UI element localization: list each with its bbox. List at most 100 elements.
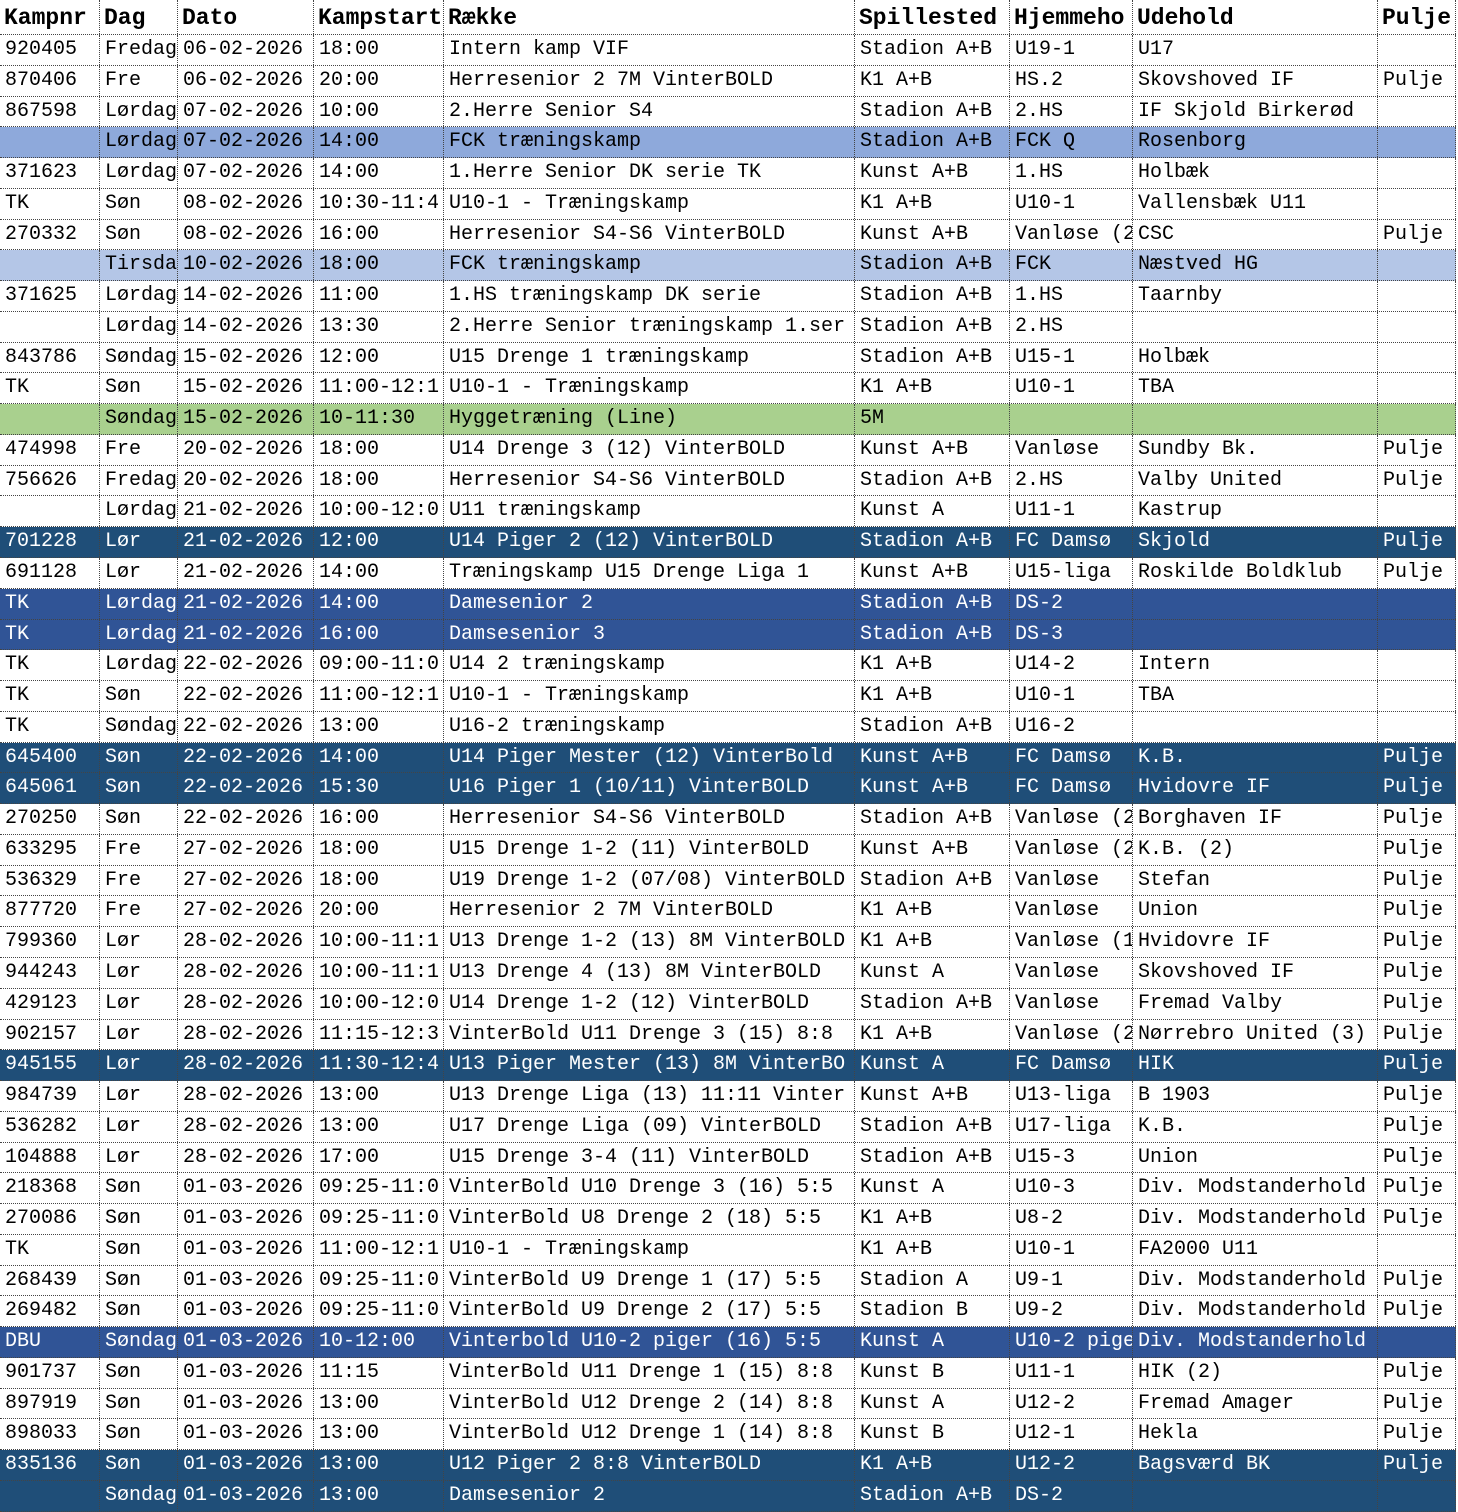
cell-hjemmehold[interactable]: Vanløse (2 [1010, 834, 1133, 865]
cell-dato[interactable]: 01-03-2026 [178, 1450, 314, 1480]
cell-udehold[interactable]: Holbæk [1133, 158, 1378, 188]
cell-udehold[interactable]: Union [1133, 896, 1378, 927]
cell-dato[interactable]: 28-02-2026 [178, 1050, 314, 1081]
cell-kampnr[interactable]: 270250 [0, 804, 100, 834]
cell-kampstart[interactable]: 13:30 [314, 311, 444, 342]
cell-dato[interactable]: 28-02-2026 [178, 957, 314, 988]
cell-dato[interactable]: 22-02-2026 [178, 742, 314, 773]
cell-raekke[interactable]: VinterBold U12 Drenge 1 (14) 8:8 [444, 1419, 855, 1450]
cell-dato[interactable]: 21-02-2026 [178, 496, 314, 527]
cell-pulje[interactable]: Pulje [1378, 434, 1456, 465]
cell-kampstart[interactable]: 18:00 [314, 834, 444, 865]
cell-spillested[interactable]: Kunst A+B [855, 742, 1010, 773]
cell-hjemmehold[interactable]: U15-3 [1010, 1142, 1133, 1173]
cell-raekke[interactable]: Herresenior 2 7M VinterBOLD [444, 896, 855, 927]
cell-pulje[interactable] [1378, 127, 1456, 158]
cell-pulje[interactable] [1378, 281, 1456, 311]
cell-pulje[interactable]: Pulje [1378, 219, 1456, 250]
cell-dag[interactable]: Lør [100, 1142, 178, 1173]
cell-pulje[interactable]: Pulje [1378, 1388, 1456, 1419]
cell-udehold[interactable]: Union [1133, 1142, 1378, 1173]
cell-pulje[interactable]: Pulje [1378, 1142, 1456, 1173]
cell-spillested[interactable]: Stadion A+B [855, 311, 1010, 342]
cell-raekke[interactable]: U19 Drenge 1-2 (07/08) VinterBOLD [444, 865, 855, 896]
cell-pulje[interactable]: Pulje [1378, 1296, 1456, 1327]
cell-pulje[interactable]: Pulje [1378, 1173, 1456, 1204]
cell-spillested[interactable]: K1 A+B [855, 1450, 1010, 1480]
cell-hjemmehold[interactable]: U12-2 [1010, 1450, 1133, 1480]
cell-hjemmehold[interactable]: Vanløse [1010, 957, 1133, 988]
cell-kampnr[interactable]: 756626 [0, 465, 100, 496]
cell-udehold[interactable]: HIK (2) [1133, 1357, 1378, 1388]
cell-spillested[interactable]: Stadion A+B [855, 588, 1010, 619]
cell-kampstart[interactable]: 10-11:30 [314, 404, 444, 434]
column-header-spillested[interactable]: Spillested [855, 0, 1010, 34]
cell-dag[interactable]: Lørdag [100, 619, 178, 650]
cell-spillested[interactable]: K1 A+B [855, 681, 1010, 711]
cell-udehold[interactable]: B 1903 [1133, 1081, 1378, 1111]
cell-raekke[interactable]: 2.Herre Senior træningskamp 1.ser [444, 311, 855, 342]
cell-dag[interactable]: Søn [100, 1234, 178, 1265]
cell-hjemmehold[interactable]: U12-2 [1010, 1388, 1133, 1419]
cell-kampstart[interactable]: 14:00 [314, 742, 444, 773]
cell-raekke[interactable]: 2.Herre Senior S4 [444, 96, 855, 127]
cell-udehold[interactable] [1133, 588, 1378, 619]
cell-dato[interactable]: 28-02-2026 [178, 1019, 314, 1050]
cell-dato[interactable]: 06-02-2026 [178, 65, 314, 96]
cell-kampstart[interactable]: 18:00 [314, 250, 444, 281]
cell-kampnr[interactable]: 104888 [0, 1142, 100, 1173]
cell-pulje[interactable]: Pulje [1378, 896, 1456, 927]
cell-raekke[interactable]: U13 Drenge 4 (13) 8M VinterBOLD [444, 957, 855, 988]
cell-spillested[interactable]: Stadion A+B [855, 711, 1010, 742]
cell-kampstart[interactable]: 09:25-11:0 [314, 1173, 444, 1204]
cell-udehold[interactable]: Hvidovre IF [1133, 773, 1378, 804]
cell-dag[interactable]: Fre [100, 434, 178, 465]
cell-spillested[interactable]: Stadion A+B [855, 342, 1010, 373]
cell-hjemmehold[interactable]: FC Damsø [1010, 1050, 1133, 1081]
cell-udehold[interactable]: Næstved HG [1133, 250, 1378, 281]
cell-dato[interactable]: 01-03-2026 [178, 1357, 314, 1388]
cell-pulje[interactable]: Pulje [1378, 527, 1456, 558]
cell-dato[interactable]: 01-03-2026 [178, 1265, 314, 1296]
cell-kampstart[interactable]: 14:00 [314, 158, 444, 188]
cell-dag[interactable]: Lør [100, 1050, 178, 1081]
cell-udehold[interactable] [1133, 619, 1378, 650]
cell-kampstart[interactable]: 13:00 [314, 1388, 444, 1419]
cell-hjemmehold[interactable]: DS-2 [1010, 588, 1133, 619]
cell-kampstart[interactable]: 11:15 [314, 1357, 444, 1388]
cell-dag[interactable]: Tirsda [100, 250, 178, 281]
cell-kampstart[interactable]: 13:00 [314, 1111, 444, 1142]
cell-kampnr[interactable]: TK [0, 373, 100, 404]
cell-kampstart[interactable]: 14:00 [314, 127, 444, 158]
cell-raekke[interactable]: U14 Piger Mester (12) VinterBold [444, 742, 855, 773]
cell-pulje[interactable]: Pulje [1378, 773, 1456, 804]
cell-dag[interactable]: Lørdag [100, 311, 178, 342]
cell-pulje[interactable] [1378, 1480, 1456, 1511]
cell-pulje[interactable]: Pulje [1378, 834, 1456, 865]
cell-pulje[interactable]: Pulje [1378, 1081, 1456, 1111]
cell-kampstart[interactable]: 18:00 [314, 465, 444, 496]
cell-pulje[interactable] [1378, 681, 1456, 711]
cell-udehold[interactable]: Fremad Amager [1133, 1388, 1378, 1419]
cell-raekke[interactable]: VinterBold U12 Drenge 2 (14) 8:8 [444, 1388, 855, 1419]
cell-hjemmehold[interactable]: Vanløse [1010, 865, 1133, 896]
cell-hjemmehold[interactable]: Vanløse (2 [1010, 1019, 1133, 1050]
cell-hjemmehold[interactable]: HS.2 [1010, 65, 1133, 96]
cell-udehold[interactable] [1133, 404, 1378, 434]
cell-raekke[interactable]: VinterBold U11 Drenge 3 (15) 8:8 [444, 1019, 855, 1050]
cell-raekke[interactable]: U14 Drenge 1-2 (12) VinterBOLD [444, 988, 855, 1019]
cell-hjemmehold[interactable]: Vanløse [1010, 434, 1133, 465]
cell-hjemmehold[interactable]: U10-1 [1010, 373, 1133, 404]
cell-dag[interactable]: Lørdag [100, 650, 178, 681]
cell-dag[interactable]: Søn [100, 1265, 178, 1296]
cell-raekke[interactable]: VinterBold U11 Drenge 1 (15) 8:8 [444, 1357, 855, 1388]
cell-kampstart[interactable]: 09:25-11:0 [314, 1265, 444, 1296]
cell-dato[interactable]: 21-02-2026 [178, 558, 314, 588]
cell-udehold[interactable]: Nørrebro United (3) [1133, 1019, 1378, 1050]
cell-hjemmehold[interactable]: 1.HS [1010, 281, 1133, 311]
cell-udehold[interactable]: Vallensbæk U11 [1133, 188, 1378, 219]
cell-spillested[interactable]: Kunst A [855, 496, 1010, 527]
cell-spillested[interactable]: Kunst B [855, 1419, 1010, 1450]
cell-kampnr[interactable]: 270086 [0, 1204, 100, 1234]
cell-hjemmehold[interactable]: U10-1 [1010, 188, 1133, 219]
